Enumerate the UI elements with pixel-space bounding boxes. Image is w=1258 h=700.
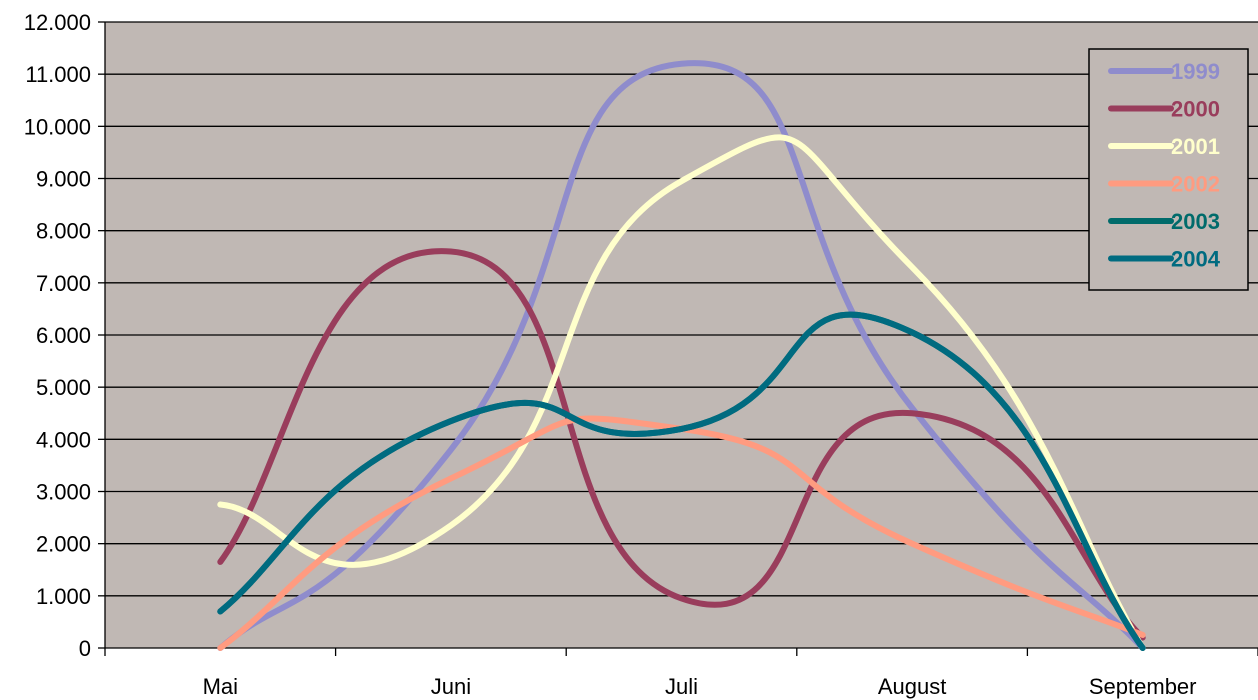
axes — [98, 21, 1258, 656]
legend-label-2003: 2003 — [1171, 209, 1220, 234]
x-axis-tick-labels: Mai Juni Juli August September — [203, 674, 1197, 699]
y-tick-label: 12.000 — [24, 10, 91, 35]
legend-label-2004: 2004 — [1171, 247, 1221, 272]
series-line-2001 — [217, 134, 1146, 651]
legend-label-2000: 2000 — [1171, 97, 1220, 122]
y-tick-label: 11.000 — [25, 62, 91, 87]
x-tick-label: Juli — [665, 674, 698, 699]
y-tick-label: 8.000 — [36, 219, 91, 244]
x-tick-label: September — [1089, 674, 1197, 699]
legend: 1999 2000 2001 2002 2003 2004 — [1088, 48, 1249, 291]
legend-label-2002: 2002 — [1171, 172, 1220, 197]
y-tick-label: 3.000 — [36, 480, 91, 505]
y-axis-tick-labels: 0 1.000 2.000 3.000 4.000 5.000 6.000 7.000 8.00… — [24, 10, 91, 661]
y-tick-label: 9.000 — [36, 167, 91, 192]
y-tick-label: 6.000 — [36, 323, 91, 348]
y-tick-label: 0 — [79, 636, 91, 661]
y-tick-label: 10.000 — [24, 114, 91, 139]
y-tick-label: 2.000 — [36, 532, 91, 557]
y-tick-label: 7.000 — [36, 271, 91, 296]
gridlines — [105, 21, 1258, 597]
x-tick-label: Juni — [431, 674, 471, 699]
series-lines — [217, 60, 1146, 651]
series-line-2004 — [217, 311, 1146, 651]
y-tick-label: 1.000 — [36, 584, 91, 609]
legend-label-2001: 2001 — [1171, 134, 1220, 159]
y-tick-label: 5.000 — [36, 375, 91, 400]
y-tick-label: 4.000 — [36, 427, 91, 452]
x-tick-label: Mai — [203, 674, 238, 699]
x-tick-label: August — [878, 674, 947, 699]
series-line-1999 — [217, 60, 1146, 651]
legend-label-1999: 1999 — [1171, 59, 1220, 84]
series-line-2000 — [217, 248, 1146, 641]
legend-box — [1088, 48, 1249, 291]
